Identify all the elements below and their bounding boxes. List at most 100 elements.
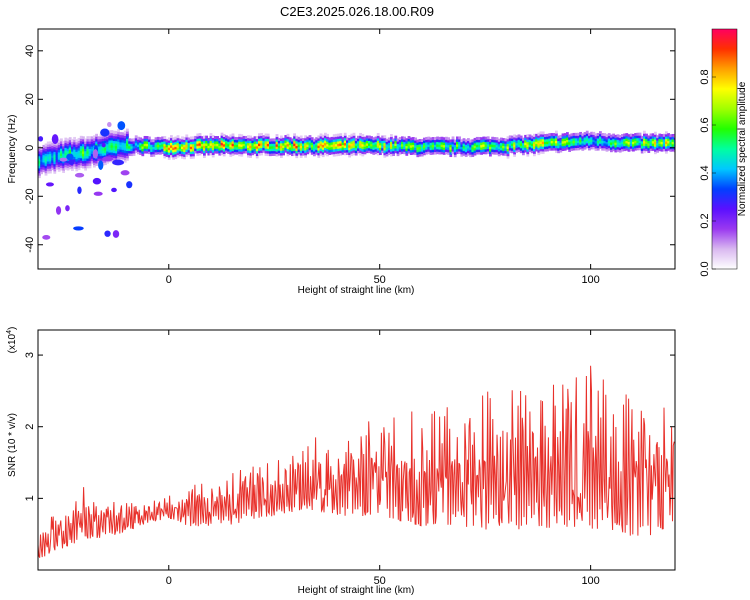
spectrogram-cell xyxy=(379,147,382,151)
spectrogram-cell xyxy=(552,137,556,141)
spectrogram-cell xyxy=(143,148,147,152)
spectrogram-cell xyxy=(306,148,310,152)
spectrogram-cell xyxy=(40,149,43,153)
spectrogram-cell xyxy=(79,160,83,164)
spectrogram-cell xyxy=(506,136,510,140)
spectrogram-cell xyxy=(348,135,351,139)
spectrogram-cell xyxy=(181,141,184,145)
spectrogram-cell xyxy=(293,138,296,142)
spectrogram-cell xyxy=(161,138,164,142)
spectrogram-cell xyxy=(665,143,668,147)
spectrogram-cell xyxy=(249,135,252,139)
spectrogram-cell xyxy=(302,145,305,149)
spectrogram-cell xyxy=(337,148,340,152)
spectrogram-cell xyxy=(308,135,312,139)
spectrogram-cell xyxy=(288,149,292,153)
spectrogram-cell xyxy=(277,145,281,149)
spectrogram-cell xyxy=(203,150,206,154)
spectrogram-cell xyxy=(137,143,140,147)
spectrogram-cell xyxy=(495,149,499,153)
spectrogram-cell xyxy=(271,150,274,154)
spectrogram-cell xyxy=(308,144,312,148)
spectrogram-cell xyxy=(240,134,244,138)
spectrogram-cell xyxy=(621,136,624,140)
spectrogram-cell xyxy=(306,143,310,147)
spectrogram-cell xyxy=(506,143,510,147)
spectrogram-cell xyxy=(416,154,420,158)
spectrogram-cell xyxy=(181,148,184,152)
spectrogram-cell xyxy=(117,141,120,145)
spectrogram-cell xyxy=(409,151,413,155)
spectrogram-cell xyxy=(236,149,239,153)
spectrogram-cell xyxy=(379,137,382,141)
spectrogram-cell xyxy=(427,146,431,150)
spectrogram-cell xyxy=(337,145,340,149)
spectrogram-cell xyxy=(335,138,338,142)
spectrogram-cell xyxy=(574,147,578,151)
spectrogram-blob xyxy=(111,187,117,193)
spectrogram-cell xyxy=(374,151,378,155)
spectrogram-cell xyxy=(205,145,208,149)
spectrogram-cell xyxy=(200,136,204,140)
spectrogram-cell xyxy=(480,149,483,153)
spectrogram-cell xyxy=(570,147,574,151)
spectrogram-cell xyxy=(376,137,380,141)
spectrogram-cell xyxy=(482,139,486,143)
spectrogram-cell xyxy=(548,140,552,144)
bottom-y-tick-label: 3 xyxy=(24,352,36,358)
spectrogram-cell xyxy=(260,135,263,139)
spectrogram-cell xyxy=(86,150,90,154)
spectrogram-cell xyxy=(108,130,112,134)
spectrogram-cell xyxy=(42,157,46,161)
spectrogram-cell xyxy=(359,147,362,151)
spectrogram-cell xyxy=(42,166,46,170)
spectrogram-cell xyxy=(497,138,501,142)
spectrogram-cell xyxy=(515,149,519,153)
spectrogram-cell xyxy=(53,156,57,160)
spectrogram-cell xyxy=(222,138,226,142)
spectrogram-cell xyxy=(671,136,675,140)
spectrogram-cell xyxy=(119,132,123,136)
spectrogram-cell xyxy=(585,137,589,142)
spectrogram-cell xyxy=(537,152,541,156)
spectrogram-cell xyxy=(238,141,241,145)
spectrogram-cell xyxy=(163,145,167,149)
spectrogram-cell xyxy=(260,149,263,153)
spectrogram-cell xyxy=(277,137,281,142)
spectrogram-cell xyxy=(196,152,200,156)
spectrogram-cell xyxy=(295,150,299,154)
spectrogram-cell xyxy=(627,148,631,152)
spectrogram-cell xyxy=(651,135,655,139)
spectrogram-cell xyxy=(99,155,103,159)
spectrogram-cell xyxy=(339,152,343,156)
spectrogram-cell xyxy=(163,150,167,154)
spectrogram-cell xyxy=(535,133,538,137)
spectrogram-cell xyxy=(145,136,149,140)
spectrogram-cell xyxy=(539,150,543,154)
spectrogram-cell xyxy=(271,140,274,144)
spectrogram-cell xyxy=(493,146,497,150)
spectrogram-cell xyxy=(445,136,448,140)
spectrogram-cell xyxy=(123,135,127,139)
spectrogram-cell xyxy=(423,137,426,141)
spectrogram-cell xyxy=(574,132,578,136)
spectrogram-cell xyxy=(610,149,613,153)
spectrogram-cell xyxy=(104,152,107,156)
spectrogram-cell xyxy=(482,141,486,145)
spectrogram-cell xyxy=(62,153,65,157)
spectrogram-cell xyxy=(132,138,136,142)
spectrogram-cell xyxy=(139,139,142,143)
spectrogram-cell xyxy=(348,147,351,151)
spectrogram-cell xyxy=(291,153,294,157)
spectrogram-cell xyxy=(328,139,332,143)
spectrogram-cell xyxy=(368,147,371,151)
spectrogram-cell xyxy=(128,152,131,156)
spectrogram-cell xyxy=(654,136,657,140)
spectrogram-cell xyxy=(106,150,109,154)
spectrogram-cell xyxy=(88,160,92,164)
spectrogram-cell xyxy=(220,142,224,146)
spectrogram-cell xyxy=(636,147,640,151)
spectrogram-cell xyxy=(557,147,560,151)
spectrogram-cell xyxy=(440,151,444,155)
